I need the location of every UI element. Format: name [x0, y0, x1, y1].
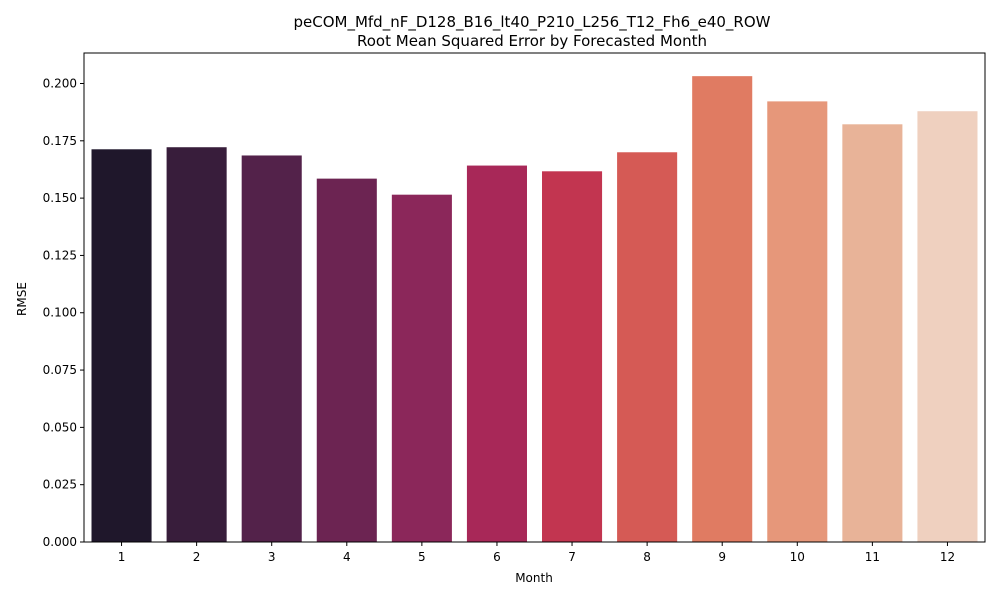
bar-month-12 — [917, 111, 978, 543]
y-axis-label: RMSE — [15, 282, 29, 316]
x-tick-label: 7 — [568, 550, 576, 564]
plot-frame — [83, 52, 986, 543]
bar-month-11 — [842, 124, 903, 543]
bar-month-7 — [542, 171, 603, 543]
y-tick-label: 0.075 — [43, 363, 77, 377]
x-tick-label: 5 — [418, 550, 426, 564]
x-tick-label: 1 — [118, 550, 126, 564]
x-tick-label: 6 — [493, 550, 501, 564]
bar-month-6 — [466, 165, 527, 542]
x-tick-label: 3 — [268, 550, 276, 564]
bar-month-8 — [617, 152, 678, 543]
y-axis: 0.000 0.025 0.050 0.075 0.100 0.125 0.150 0.175… — [43, 76, 84, 549]
y-tick-label: 0.100 — [43, 306, 77, 320]
bar-month-4 — [316, 178, 377, 542]
y-tick-label: 0.050 — [43, 420, 77, 434]
x-tick-label: 8 — [643, 550, 651, 564]
bar-month-1 — [91, 149, 152, 542]
chart-title-line1: peCOM_Mfd_nF_D128_B16_lt40_P210_L256_T12… — [293, 13, 770, 32]
x-tick-label: 4 — [343, 550, 351, 564]
y-tick-label: 0.200 — [43, 76, 77, 90]
bar-month-2 — [166, 147, 227, 542]
x-tick-label: 11 — [865, 550, 880, 564]
bar-month-9 — [692, 76, 753, 542]
x-tick-label: 9 — [718, 550, 726, 564]
x-tick-label: 12 — [940, 550, 955, 564]
y-tick-label: 0.175 — [43, 134, 77, 148]
y-tick-label: 0.125 — [43, 248, 77, 262]
x-axis-label: Month — [515, 571, 553, 585]
y-tick-label: 0.150 — [43, 191, 77, 205]
bar-month-5 — [391, 194, 452, 542]
x-tick-label: 2 — [193, 550, 201, 564]
x-tick-label: 10 — [790, 550, 805, 564]
bar-month-3 — [241, 155, 302, 542]
chart-title-line2: Root Mean Squared Error by Forecasted Mo… — [357, 32, 707, 50]
x-axis: 1 2 3 4 5 6 7 8 9 10 11 12 — [118, 542, 955, 564]
y-tick-label: 0.025 — [43, 478, 77, 492]
y-tick-label: 0.000 — [43, 535, 77, 549]
bars-group — [91, 76, 978, 543]
bar-month-10 — [767, 101, 828, 542]
